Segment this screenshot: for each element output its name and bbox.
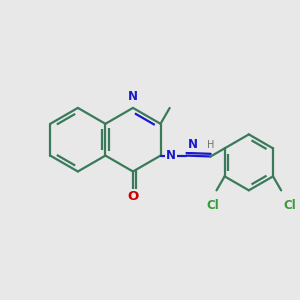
Text: Cl: Cl bbox=[283, 199, 296, 212]
Text: O: O bbox=[128, 190, 139, 203]
Text: N: N bbox=[128, 90, 138, 103]
Text: N: N bbox=[188, 139, 198, 152]
Text: Cl: Cl bbox=[207, 199, 219, 212]
Text: N: N bbox=[166, 149, 176, 162]
Text: H: H bbox=[207, 140, 214, 150]
